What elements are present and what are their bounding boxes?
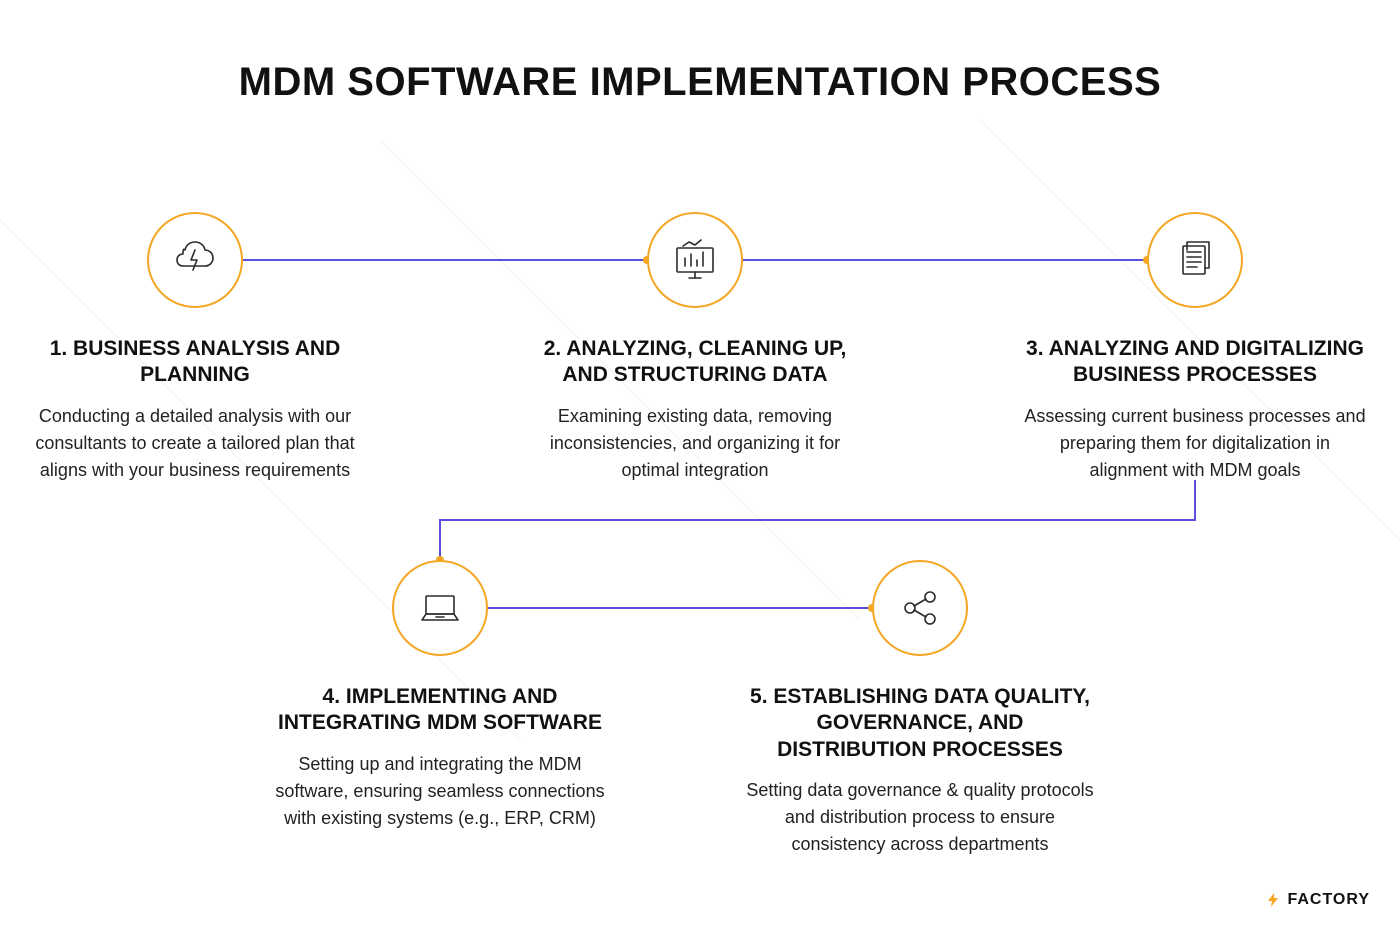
step-2-title: 2. ANALYZING, CLEANING UP, AND STRUCTURI… <box>520 336 870 389</box>
step-1: 1. BUSINESS ANALYSIS AND PLANNING Conduc… <box>20 212 370 484</box>
watermark-text: FACTORY <box>1287 891 1370 909</box>
step-5: 5. ESTABLISHING DATA QUALITY, GOVERNANCE… <box>745 560 1095 858</box>
step-1-icon-circle <box>147 212 243 308</box>
step-4-desc: Setting up and integrating the MDM softw… <box>265 751 615 832</box>
infographic-canvas: MDM SOFTWARE IMPLEMENTATION PROCESS 1. B… <box>0 0 1400 933</box>
laptop-icon <box>414 582 466 634</box>
step-2-icon-circle <box>647 212 743 308</box>
step-2: 2. ANALYZING, CLEANING UP, AND STRUCTURI… <box>520 212 870 484</box>
bolt-icon <box>1265 892 1281 908</box>
step-4-title: 4. IMPLEMENTING AND INTEGRATING MDM SOFT… <box>265 684 615 737</box>
step-4: 4. IMPLEMENTING AND INTEGRATING MDM SOFT… <box>265 560 615 832</box>
step-1-title: 1. BUSINESS ANALYSIS AND PLANNING <box>20 336 370 389</box>
brainstorm-cloud-icon <box>169 234 221 286</box>
step-3-desc: Assessing current business processes and… <box>1020 403 1370 484</box>
page-title: MDM SOFTWARE IMPLEMENTATION PROCESS <box>0 60 1400 105</box>
document-stack-icon <box>1169 234 1221 286</box>
share-nodes-icon <box>894 582 946 634</box>
step-1-desc: Conducting a detailed analysis with our … <box>20 403 370 484</box>
step-5-title: 5. ESTABLISHING DATA QUALITY, GOVERNANCE… <box>745 684 1095 763</box>
watermark: FACTORY <box>1265 891 1370 909</box>
step-3-title: 3. ANALYZING AND DIGITALIZING BUSINESS P… <box>1020 336 1370 389</box>
step-3: 3. ANALYZING AND DIGITALIZING BUSINESS P… <box>1020 212 1370 484</box>
step-4-icon-circle <box>392 560 488 656</box>
step-5-icon-circle <box>872 560 968 656</box>
step-5-desc: Setting data governance & quality protoc… <box>745 777 1095 858</box>
step-2-desc: Examining existing data, removing incons… <box>520 403 870 484</box>
step-3-icon-circle <box>1147 212 1243 308</box>
analytics-screen-icon <box>669 234 721 286</box>
